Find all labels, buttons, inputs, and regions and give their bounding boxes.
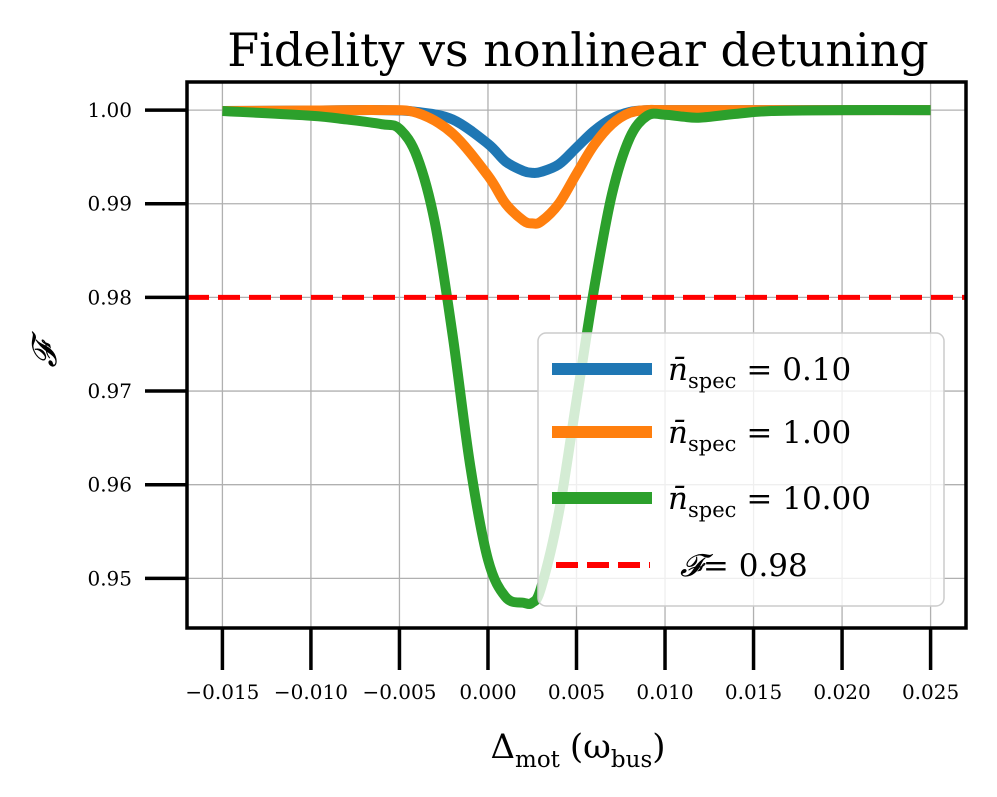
y-tick-label: 0.99 — [87, 192, 132, 216]
x-axis-label-sub: mot — [515, 747, 561, 773]
legend-label-0-value: = 0.10 — [746, 352, 851, 388]
x-tick-label: 0.005 — [548, 680, 605, 704]
x-tick-label: 0.000 — [459, 680, 516, 704]
y-tick-label: 1.00 — [87, 98, 132, 122]
legend-label-1-value: = 1.00 — [746, 415, 851, 451]
legend-label-0: n̄spec = 0.10 — [668, 352, 851, 393]
x-tick-label: 0.025 — [902, 680, 959, 704]
legend-label-1-sub: spec — [688, 432, 736, 456]
x-tick-label: 0.020 — [813, 680, 870, 704]
x-tick-label: 0.010 — [636, 680, 693, 704]
y-tick-label: 0.97 — [87, 379, 132, 403]
legend-label-ref: 𝓕= 0.98 — [680, 548, 808, 584]
legend-box — [537, 332, 945, 607]
series-line-1 — [222, 104, 931, 229]
legend-label-ref-value: = 0.98 — [703, 548, 808, 584]
x-axis-label: Δmot (ωbus) — [490, 727, 665, 773]
legend-label-1-main: n̄ — [668, 415, 688, 451]
legend-label-2-sub: spec — [688, 498, 736, 522]
x-tick-label: −0.010 — [274, 680, 348, 704]
y-tick-label: 0.98 — [87, 285, 132, 309]
y-tick-label: 0.96 — [87, 473, 132, 497]
x-axis: −0.015 −0.010 −0.005 0.000 0.005 0.010 0.015 0.… — [185, 628, 959, 704]
y-tick-label: 0.95 — [87, 566, 132, 590]
x-tick-label: 0.015 — [725, 680, 782, 704]
legend-label-2-value: = 10.00 — [746, 481, 871, 517]
legend-label-0-main: n̄ — [668, 352, 688, 388]
y-axis: 0.95 0.96 0.97 0.98 0.99 1.00 — [87, 98, 187, 590]
x-axis-label-unit-sub: bus — [611, 747, 652, 773]
x-tick-label: −0.005 — [362, 680, 436, 704]
x-axis-label-unit-close: ) — [652, 727, 665, 767]
legend-label-0-sub: spec — [688, 369, 736, 393]
chart-title: Fidelity vs nonlinear detuning — [227, 23, 928, 77]
legend: n̄spec = 0.10 n̄spec = 1.00 n̄spec = 10.00 … — [537, 332, 945, 607]
x-tick-label: −0.015 — [185, 680, 259, 704]
y-axis-label: 𝓕 — [25, 331, 65, 368]
legend-label-2: n̄spec = 10.00 — [668, 481, 871, 522]
x-axis-label-delta: Δ — [490, 727, 515, 767]
legend-label-2-main: n̄ — [668, 481, 688, 517]
legend-label-1: n̄spec = 1.00 — [668, 415, 851, 456]
x-axis-label-unit-open: (ω — [570, 727, 611, 767]
